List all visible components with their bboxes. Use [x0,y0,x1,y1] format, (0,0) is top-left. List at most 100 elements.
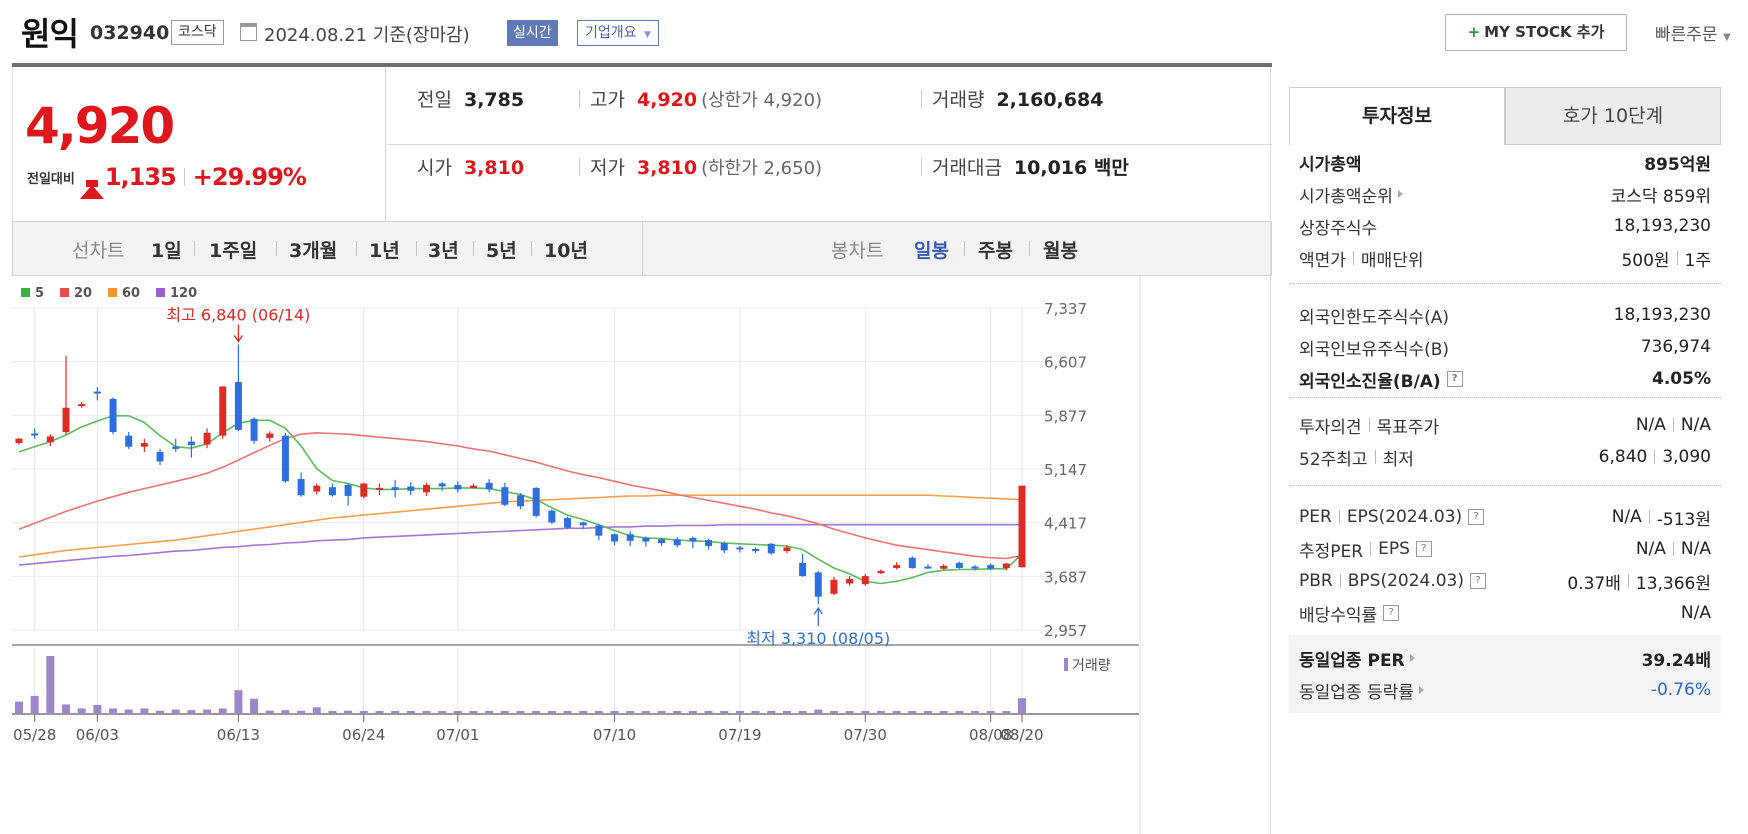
candle-body [501,487,509,505]
help-icon[interactable]: ? [1470,573,1487,589]
value: 0.37배 13,366원 [1567,569,1711,594]
ma-legend-label: 120 [170,286,197,301]
candle-monthly[interactable]: 월봉 [1043,240,1078,262]
base-date: 2024.08.21 기준(장마감) [264,25,470,46]
candle-body [783,547,791,552]
label: 상장주식수 [1299,218,1378,239]
candle-body [924,566,932,569]
stat-open: 시가 3,810 [417,153,524,180]
help-icon[interactable]: ? [1446,371,1463,387]
change-label: 전일대비 [27,171,75,187]
volume-bar [218,708,227,713]
volume-bar [140,708,149,713]
row-market-cap-rank[interactable]: 시가총액순위 코스닥 859위 [1299,179,1711,209]
label: 외국인보유주식수(B) [1299,339,1450,360]
candle-daily[interactable]: 일봉 [914,240,949,262]
period-1d[interactable]: 1일 [151,240,182,262]
volume-bar [579,711,588,713]
ma-legend-label: 20 [74,286,92,301]
ma20-line [18,431,1023,560]
period-1y[interactable]: 1년 [369,240,400,262]
help-icon[interactable]: ? [1468,509,1485,525]
volume-bar [30,695,39,713]
divider [356,241,357,256]
pbr-value: 0.37배 [1567,573,1621,594]
row-shares: 상장주식수 18,193,230 [1299,211,1711,241]
candle-body [752,548,760,552]
volume-bar [923,711,932,713]
right-panel: 투자정보 호가 10단계 시가총액 895억원 시가총액순위 코스닥 859위 … [1270,67,1748,834]
row-pbr-bps: PBR BPS(2024.03)? 0.37배 13,366원 [1299,566,1711,596]
volume-bar [720,711,729,713]
per-label: PER [1299,507,1332,527]
candle-body [422,484,430,493]
help-icon[interactable]: ? [1383,605,1400,621]
volume-bar [751,711,760,713]
candle-body [861,576,869,585]
period-3y[interactable]: 3년 [428,240,459,262]
period-5y[interactable]: 5년 [486,240,517,262]
chevron-down-icon: ▼ [1722,32,1731,43]
volume-bar [970,711,979,713]
volume-bar [986,711,995,713]
label: 시가총액 [1299,154,1362,175]
volume-bar [673,711,682,713]
candle-body [626,534,634,541]
face-value: 500원 [1621,250,1670,271]
quick-order-label: 빠른주문 [1655,25,1718,45]
candle-body [109,398,117,433]
row-industry-change[interactable]: 동일업종 등락률 -0.76% [1299,675,1711,705]
w52-high-value: 6,840 [1598,447,1648,467]
tab-investment-info[interactable]: 투자정보 [1289,87,1505,145]
x-tick-label: 06/24 [342,726,385,744]
ma-legend-label: 60 [122,286,140,301]
divider [579,89,580,108]
opinion-label: 투자의견 [1299,417,1362,438]
stat-volume: 거래량 2,160,684 [921,85,1103,112]
info-tabs: 투자정보 호가 10단계 [1289,87,1721,145]
company-overview-dropdown[interactable]: 기업개요 ▼ [577,20,659,46]
min-annotation: 최저 3,310 (08/05) [746,629,890,648]
label: 추정PER EPS? [1299,537,1432,562]
divider [1672,418,1674,432]
candle-body [517,495,524,507]
stat-label: 거래대금 [932,157,1002,179]
volume-bar [297,710,306,713]
volume-bar [422,711,431,713]
divider [416,241,417,256]
lower-limit: (하한가 2,650) [701,158,823,179]
candle-body [987,565,995,569]
row-dividend: 배당수익률? N/A [1299,598,1711,628]
divider [183,168,185,186]
row-est-per-eps: 추정PER EPS? N/A N/A [1299,534,1711,564]
period-3m[interactable]: 3개월 [289,240,338,262]
w52-low-label: 최저 [1382,449,1414,470]
candle-body [658,539,666,544]
value: 18,193,230 [1613,305,1711,325]
volume-bar [359,711,368,713]
my-stock-add-button[interactable]: + MY STOCK 추가 [1445,14,1627,51]
tab-orderbook-10[interactable]: 호가 10단계 [1505,87,1721,145]
candle-weekly[interactable]: 주봉 [978,240,1013,262]
candle-body [375,487,383,490]
volume-bar [814,709,823,713]
price-chart-svg: 05/28 06/03 06/13 06/24 07/01 07/10 07/19 07/30… [12,276,1141,834]
stat-amount: 거래대금 10,016 백만 [921,153,1129,180]
price-chart[interactable]: 05/28 06/03 06/13 06/24 07/01 07/10 07/19 07/30… [12,276,1272,834]
y-tick-label: 4,417 [1044,515,1087,533]
divider [1368,418,1370,432]
w52-low-value: 3,090 [1662,447,1711,467]
info-group-foreign: 외국인한도주식수(A) 18,193,230 외국인보유주식수(B) 736,9… [1289,283,1721,395]
period-1w[interactable]: 1주일 [209,240,258,262]
period-10y[interactable]: 10년 [544,240,588,262]
candle-body [846,579,854,584]
row-foreign-hold: 외국인보유주식수(B) 736,974 [1299,332,1711,362]
quick-order-link[interactable]: 빠른주문 ▼ [1655,20,1731,45]
realtime-button[interactable]: 실시간 [507,20,558,46]
price-change-row: 전일대비 1,135 +29.99% [27,160,307,199]
candle-body [611,534,619,542]
investment-info: 시가총액 895억원 시가총액순위 코스닥 859위 상장주식수 18,193,… [1289,145,1721,834]
volume-bar [500,711,509,713]
row-industry-per[interactable]: 동일업종 PER 39.24배 [1299,643,1711,673]
help-icon[interactable]: ? [1415,541,1432,557]
